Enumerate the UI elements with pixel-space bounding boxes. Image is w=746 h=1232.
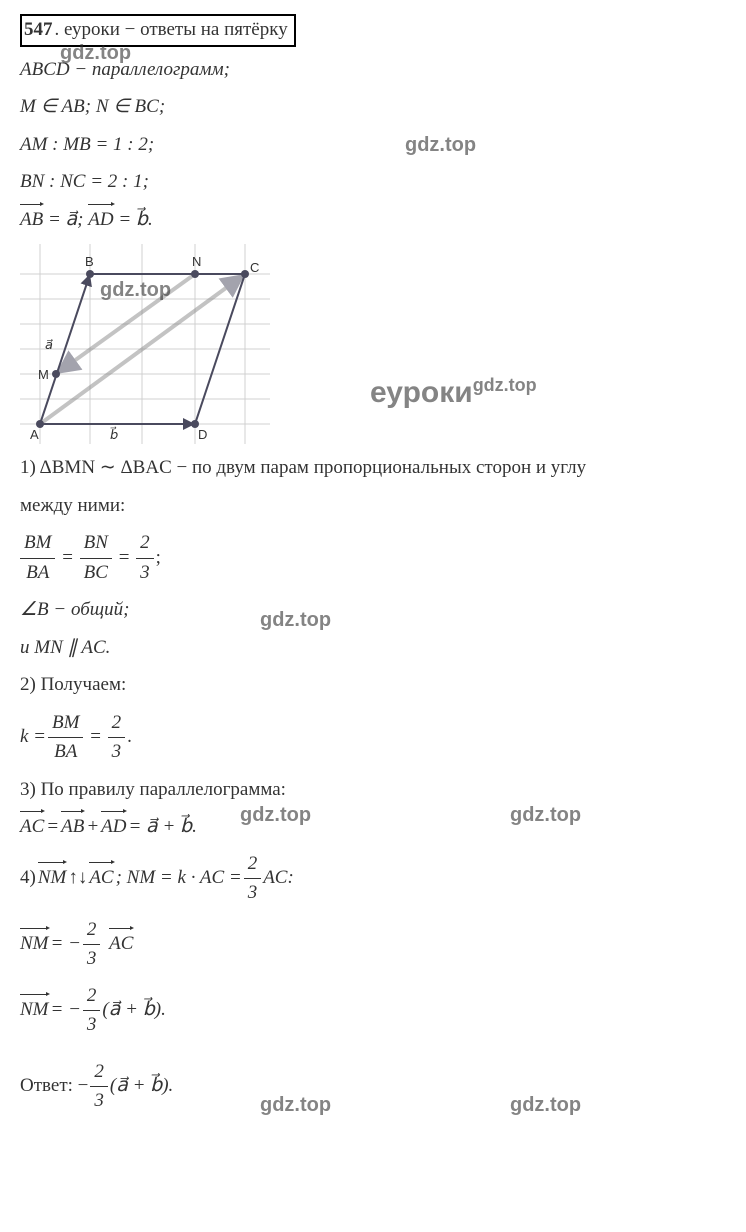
eq: = <box>57 544 77 573</box>
problem-number: 547 <box>22 18 55 41</box>
watermark: gdz.top <box>260 605 331 635</box>
eq: = − <box>51 930 81 959</box>
text: = a⃗; <box>43 209 88 230</box>
parallelogram-diagram: A B C D M N a⃗ b⃗ <box>20 244 270 444</box>
vector: NM <box>20 996 49 1025</box>
watermark: gdz.top <box>240 800 311 830</box>
text: ; NM = k · AC = <box>116 864 242 893</box>
svg-text:a⃗: a⃗ <box>45 337 53 352</box>
denominator: 3 <box>244 879 262 908</box>
given-line: AB = a⃗; AD = b⃗. <box>20 206 726 235</box>
watermark: gdz.top <box>405 130 476 160</box>
svg-text:M: M <box>38 367 49 382</box>
svg-text:A: A <box>30 427 39 442</box>
dot: . <box>127 723 132 752</box>
step-text: между ними: <box>20 492 726 521</box>
numerator: BN <box>80 529 112 559</box>
equation: k = BMBA = 23 . <box>20 709 726 767</box>
numerator: BM <box>20 529 55 559</box>
equation: NM = − 23 AC <box>20 916 726 974</box>
watermark: gdz.top <box>510 800 581 830</box>
watermark-sup: gdz.top <box>473 375 537 395</box>
svg-text:C: C <box>250 260 259 275</box>
denominator: 3 <box>136 559 154 588</box>
text: = b⃗. <box>114 209 153 230</box>
answer: Ответ: − 23 (a⃗ + b⃗). <box>20 1058 726 1116</box>
text: k = <box>20 723 46 752</box>
text: 4) <box>20 864 36 893</box>
svg-text:b⃗: b⃗ <box>110 427 119 442</box>
vector: AC <box>109 930 133 959</box>
svg-text:D: D <box>198 427 207 442</box>
vector: NM <box>20 930 49 959</box>
eq: = <box>114 544 134 573</box>
semi: ; <box>156 544 161 573</box>
equation: NM = − 23 (a⃗ + b⃗). <box>20 982 726 1040</box>
equation: AC = AB + AD = a⃗ + b⃗. <box>20 813 726 842</box>
vector: AC <box>20 813 44 842</box>
numerator: 2 <box>244 850 262 880</box>
numerator: 2 <box>108 709 126 739</box>
denominator: 3 <box>90 1087 108 1116</box>
watermark: gdz.top <box>100 275 171 305</box>
denominator: 3 <box>83 945 101 974</box>
step-text: 3) По правилу параллелограмма: <box>20 776 726 805</box>
numerator: 2 <box>90 1058 108 1088</box>
step-text: ∠B − общий; <box>20 596 726 625</box>
text: (a⃗ + b⃗). <box>102 996 165 1025</box>
equation: BMBA = BNBC = 23 ; <box>20 529 726 587</box>
numerator: 2 <box>83 916 101 946</box>
denominator: BA <box>48 738 83 767</box>
watermark: еурокиgdz.top <box>370 370 537 415</box>
svg-text:N: N <box>192 254 201 269</box>
denominator: 3 <box>108 738 126 767</box>
text: = a⃗ + b⃗. <box>128 813 196 842</box>
step-text: и MN ∥ AC. <box>20 634 726 663</box>
denominator: 3 <box>83 1011 101 1040</box>
vector: AD <box>101 813 126 842</box>
watermark: gdz.top <box>260 1090 331 1120</box>
text: (a⃗ + b⃗). <box>110 1072 173 1101</box>
given-line: BN : NC = 2 : 1; <box>20 168 726 197</box>
vector: AD <box>88 206 113 235</box>
numerator: 2 <box>136 529 154 559</box>
text: AC: <box>263 864 294 893</box>
given-line: AM : MB = 1 : 2; <box>20 131 726 160</box>
numerator: 2 <box>83 982 101 1012</box>
watermark-text: еуроки <box>370 376 473 409</box>
watermark: gdz.top <box>510 1090 581 1120</box>
denominator: BC <box>80 559 112 588</box>
answer-label: Ответ: − <box>20 1072 88 1101</box>
eq: = <box>85 723 105 752</box>
svg-text:B: B <box>85 254 94 269</box>
eq: = − <box>51 996 81 1025</box>
given-line: M ∈ AB; N ∈ BC; <box>20 93 726 122</box>
equation: 4) NM ↑↓ AC ; NM = k · AC = 23 AC: <box>20 850 726 908</box>
step-text: 2) Получаем: <box>20 671 726 700</box>
eq: = <box>46 813 59 842</box>
step-text: 1) ΔBMN ∼ ΔBAC − по двум парам пропорцио… <box>20 454 726 483</box>
vector: AC <box>89 864 113 893</box>
antiparallel-icon: ↑↓ <box>68 864 87 893</box>
vector: AB <box>61 813 84 842</box>
vector: AB <box>20 206 43 235</box>
vector: NM <box>38 864 67 893</box>
plus: + <box>86 813 99 842</box>
numerator: BM <box>48 709 83 739</box>
header-text: . еуроки − ответы на пятёрку <box>55 19 288 40</box>
denominator: BA <box>20 559 55 588</box>
watermark: gdz.top <box>60 38 131 68</box>
